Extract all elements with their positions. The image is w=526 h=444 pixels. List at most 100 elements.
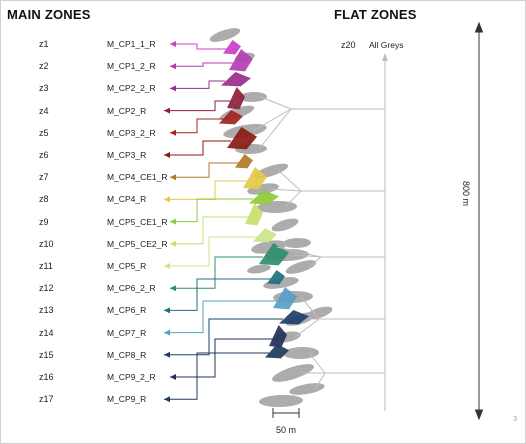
zone-body bbox=[267, 270, 285, 285]
flat-branch bbox=[278, 170, 302, 192]
leader-line bbox=[164, 180, 247, 200]
flat-branch bbox=[270, 188, 302, 192]
grey-lens bbox=[283, 346, 319, 360]
leader-line bbox=[164, 318, 283, 356]
main-zone-row: z4 M_CP2_R bbox=[1, 105, 221, 119]
leader-arrowhead bbox=[164, 329, 170, 336]
zone-body bbox=[221, 72, 251, 87]
horizontal-dimension-label: 50 m bbox=[276, 425, 297, 435]
zone-name: M_CP9_R bbox=[107, 394, 147, 405]
zone-id: z15 bbox=[39, 349, 54, 360]
leader-arrowhead bbox=[170, 174, 176, 181]
flat-branch bbox=[258, 108, 292, 150]
zone-name: M_CP4_R bbox=[107, 194, 147, 205]
zone-body bbox=[253, 228, 277, 243]
main-zone-row: z12 M_CP6_2_R bbox=[1, 282, 221, 296]
zone-name: M_CP3_R bbox=[107, 150, 147, 160]
zone-body bbox=[223, 40, 241, 55]
vertical-dimension-label: 800 m bbox=[461, 181, 471, 207]
zone-id: z12 bbox=[39, 283, 54, 294]
flat-branch bbox=[294, 318, 320, 338]
main-zone-row: z6 M_CP3_R bbox=[1, 149, 221, 163]
leader-line bbox=[164, 300, 277, 334]
leader-arrowhead bbox=[170, 129, 176, 136]
leader-line bbox=[170, 198, 253, 223]
leader-line bbox=[170, 256, 263, 289]
main-zone-row: z1 M_CP1_1_R bbox=[1, 38, 221, 52]
zone-body bbox=[269, 325, 287, 348]
zone-id: z13 bbox=[39, 305, 54, 316]
grey-lens bbox=[283, 237, 311, 249]
leader-arrowhead bbox=[164, 307, 170, 314]
leader-line bbox=[164, 236, 257, 267]
flat-branch bbox=[284, 190, 302, 208]
zone-name: M_CP1_2_R bbox=[107, 61, 156, 72]
zone-id: z2 bbox=[39, 61, 49, 72]
main-zone-row: z8 M_CP4_R bbox=[1, 193, 221, 207]
leader-arrowhead bbox=[164, 107, 170, 114]
zone-id: z3 bbox=[39, 83, 49, 94]
flat-branch bbox=[252, 108, 292, 132]
flat-branch bbox=[300, 296, 320, 320]
main-zone-row: z11 M_CP5_R bbox=[1, 260, 221, 274]
zone-id: z9 bbox=[39, 216, 49, 227]
zone-body bbox=[227, 87, 245, 110]
grey-lens bbox=[259, 394, 303, 408]
leader-line bbox=[170, 162, 239, 178]
leader-arrowhead bbox=[170, 240, 176, 247]
leader-line bbox=[170, 43, 227, 50]
leader-line bbox=[164, 100, 231, 112]
zone-id: z7 bbox=[39, 172, 49, 183]
zone-id: z14 bbox=[39, 327, 54, 338]
leader-line bbox=[170, 80, 225, 89]
zone-name: M_CP5_CE1_R bbox=[107, 216, 168, 227]
main-zone-row: z14 M_CP7_R bbox=[1, 327, 221, 341]
leader-arrowhead bbox=[164, 263, 170, 269]
main-zone-row: z2 M_CP1_2_R bbox=[1, 60, 221, 74]
page-number: 3 bbox=[513, 416, 517, 423]
main-zone-row: z13 M_CP6_R bbox=[1, 304, 221, 318]
leader-arrowhead bbox=[164, 396, 170, 403]
leader-arrowhead bbox=[170, 63, 176, 70]
grey-lens bbox=[239, 91, 267, 103]
zone-id: z17 bbox=[39, 394, 54, 405]
zone-body bbox=[245, 203, 263, 226]
flat-branch bbox=[294, 254, 322, 258]
zone-name: M_CP3_2_R bbox=[107, 127, 156, 138]
grey-lens bbox=[247, 264, 271, 274]
main-zones-heading: MAIN ZONES bbox=[7, 7, 91, 22]
main-zone-row: z5 M_CP3_2_R bbox=[1, 127, 221, 141]
flat-branch bbox=[314, 372, 326, 390]
main-zone-leaders bbox=[164, 41, 283, 403]
leader-arrowhead bbox=[170, 218, 176, 225]
leader-arrowhead bbox=[170, 374, 176, 380]
zone-body bbox=[219, 110, 243, 125]
flat-branch bbox=[276, 246, 322, 258]
main-zone-row: z7 M_CP4_CE1_R bbox=[1, 171, 221, 185]
zone-name: M_CP9_2_R bbox=[107, 372, 156, 382]
zone-id: z8 bbox=[39, 194, 49, 205]
zone-name: M_CP2_2_R bbox=[107, 83, 156, 94]
zone-name: M_CP1_1_R bbox=[107, 39, 156, 49]
zone-body bbox=[249, 190, 279, 205]
grey-lens bbox=[271, 218, 299, 232]
zone-body bbox=[229, 49, 253, 72]
leader-line bbox=[170, 118, 223, 134]
zone-name: M_CP5_R bbox=[107, 261, 147, 271]
zone-body bbox=[273, 287, 297, 310]
zone-name: M_CP5_CE2_R bbox=[107, 238, 168, 249]
flat-branch bbox=[260, 96, 292, 110]
flat-zone-arrowhead bbox=[382, 53, 388, 61]
main-zone-row: z10 M_CP5_CE2_R bbox=[1, 238, 221, 252]
leader-arrowhead bbox=[170, 285, 176, 292]
flat-zone-name: All Greys bbox=[369, 40, 404, 50]
leader-line bbox=[170, 338, 273, 378]
zone-name: M_CP8_R bbox=[107, 349, 147, 360]
leader-arrowhead bbox=[164, 351, 170, 358]
main-zone-bodies bbox=[219, 40, 309, 359]
zone-id: z11 bbox=[39, 261, 53, 271]
leader-line bbox=[170, 216, 249, 245]
leader-line bbox=[164, 352, 269, 400]
